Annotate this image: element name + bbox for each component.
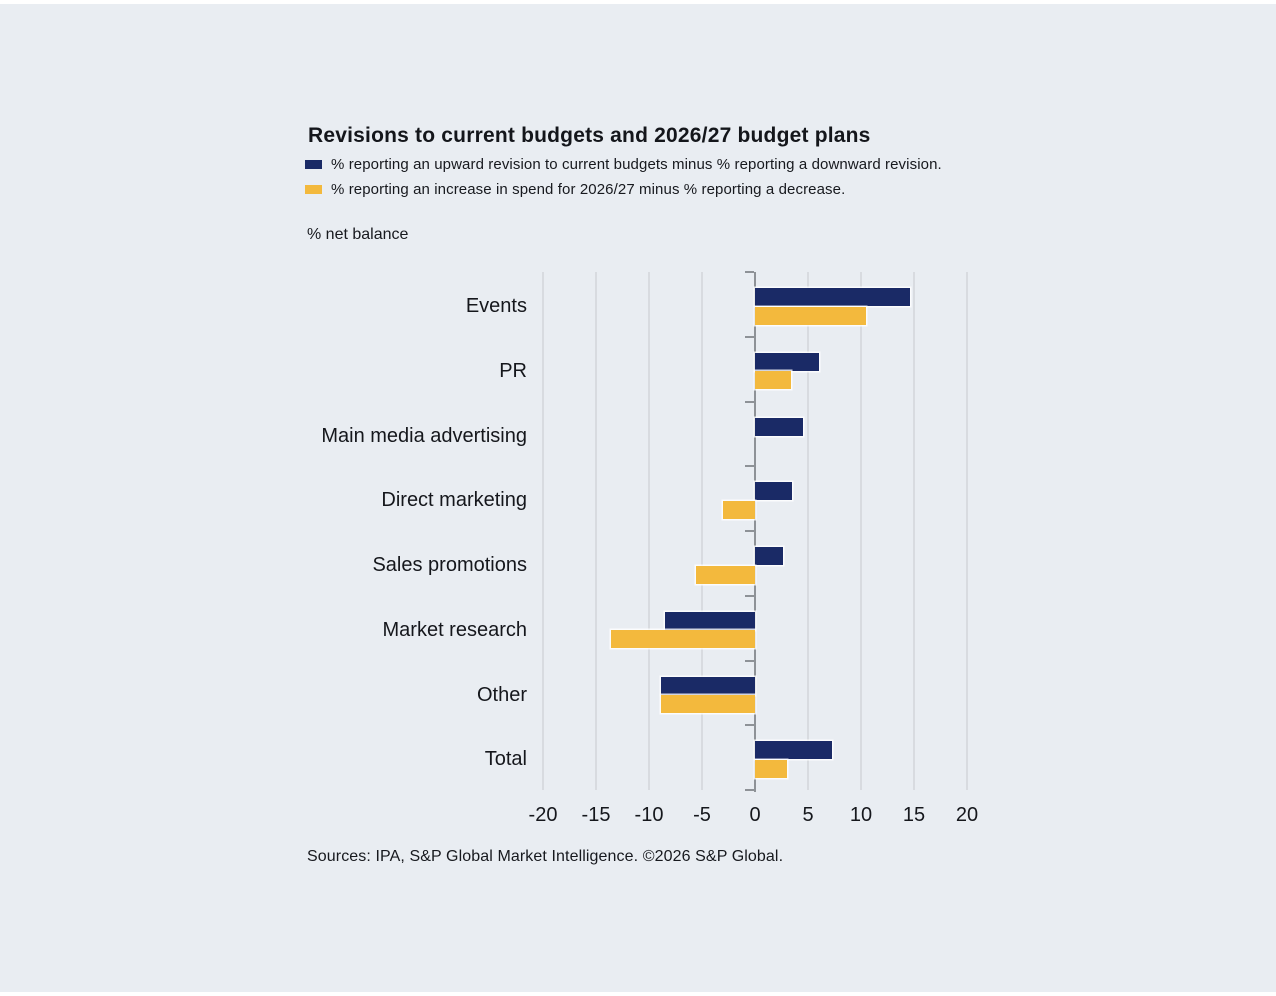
legend-swatch-yellow: [305, 185, 322, 194]
x-tick-label--15: -15: [581, 804, 611, 826]
axis-tick: [745, 659, 754, 662]
axis-tick: [745, 465, 754, 468]
gridline: [542, 272, 544, 790]
bar-current-direct-marketing: [755, 482, 793, 501]
category-label-other: Other: [476, 683, 527, 706]
x-tick-label--20: -20: [528, 804, 558, 826]
bar-current-other: [660, 676, 755, 695]
category-label-main-media-advertising: Main media advertising: [321, 424, 527, 447]
bar-plan-total: [755, 759, 787, 778]
gridline: [966, 272, 968, 790]
axis-tick: [745, 530, 754, 532]
legend-item-budget-plans: % reporting an increase in spend for 202…: [305, 177, 942, 202]
bar-current-sales-promotions: [755, 547, 783, 565]
gridline: [860, 272, 862, 790]
bar-plan-events: [755, 306, 867, 325]
x-tick-label-10: 10: [849, 804, 873, 826]
x-tick-label-5: 5: [802, 804, 814, 826]
chart-panel: Revisions to current budgets and 2026/27…: [0, 4, 1276, 992]
gridline: [648, 272, 650, 790]
bar-plan-pr: [755, 371, 792, 390]
zero-axis: [754, 272, 756, 792]
x-tick-label-0: 0: [749, 804, 761, 826]
axis-tick: [745, 271, 754, 273]
chart-title: Revisions to current budgets and 2026/27…: [308, 124, 871, 147]
category-label-pr: PR: [499, 359, 527, 382]
bar-current-market-research: [664, 611, 755, 630]
bar-plan-sales-promotions: [695, 565, 755, 584]
gridline: [807, 272, 809, 790]
axis-tick: [745, 789, 754, 791]
gridline: [595, 272, 597, 790]
bar-current-pr: [755, 352, 819, 371]
x-tick-label--5: -5: [693, 804, 711, 826]
source-note: Sources: IPA, S&P Global Market Intellig…: [307, 848, 784, 865]
axis-tick: [745, 724, 754, 727]
category-label-direct-marketing: Direct marketing: [381, 489, 527, 512]
category-label-events: Events: [465, 295, 527, 317]
axis-tick: [745, 594, 754, 597]
legend-label-budget-plans: % reporting an increase in spend for 202…: [331, 181, 846, 198]
axis-unit-label: % net balance: [307, 226, 409, 243]
bar-plan-market-research: [610, 630, 755, 649]
x-tick-label-20: 20: [955, 804, 979, 826]
bar-plan-direct-marketing: [723, 500, 755, 519]
legend: % reporting an upward revision to curren…: [305, 152, 942, 202]
bar-current-events: [755, 288, 910, 306]
gridline: [913, 272, 915, 790]
axis-tick: [745, 400, 754, 403]
gridline: [701, 272, 703, 790]
bar-current-main-media-advertising: [755, 417, 803, 436]
category-label-sales-promotions: Sales promotions: [372, 554, 527, 576]
legend-label-current-budgets: % reporting an upward revision to curren…: [331, 156, 942, 173]
axis-tick: [745, 335, 754, 338]
category-label-market-research: Market research: [382, 618, 528, 641]
x-tick-label-15: 15: [902, 804, 926, 826]
plot-area: [542, 271, 968, 792]
bar-current-total: [755, 741, 833, 760]
x-tick-label--10: -10: [634, 804, 664, 826]
category-label-total: Total: [484, 748, 527, 771]
legend-item-current-budgets: % reporting an upward revision to curren…: [305, 152, 942, 177]
legend-swatch-navy: [305, 160, 322, 169]
bar-plan-other: [660, 695, 755, 713]
